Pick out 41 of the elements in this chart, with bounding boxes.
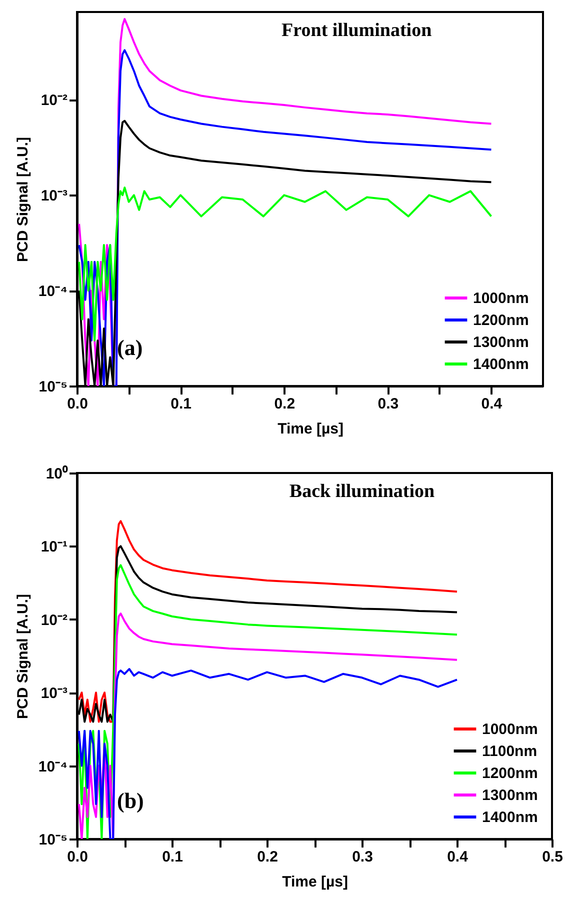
x-tick-label: 0.5 <box>542 848 563 866</box>
x-tick-label: 0.4 <box>481 396 503 412</box>
y-tick-label: 10⁻³ <box>40 685 68 702</box>
legend-label: 1100nm <box>482 743 538 760</box>
y-axis-title: PCD Signal [A.U.] <box>14 136 32 262</box>
legend-label: 1400nm <box>482 809 538 826</box>
y-tick-label: 10⁻⁵ <box>38 378 68 396</box>
legend-label: 1300nm <box>482 787 538 804</box>
x-tick-label: 0.4 <box>447 848 469 866</box>
legend-label: 1300nm <box>473 334 529 351</box>
y-tick-label: 10⁻² <box>40 612 68 629</box>
x-tick-label: 0.0 <box>67 848 88 866</box>
legend-label: 1000nm <box>473 290 529 307</box>
legend-label: 1000nm <box>482 721 538 738</box>
annotation: Back illumination <box>289 481 436 502</box>
x-tick-label: 0.3 <box>352 848 373 866</box>
legend-label: 1400nm <box>473 356 529 373</box>
x-tick-label: 0.1 <box>162 848 183 866</box>
y-tick-label: 10⁻⁵ <box>38 832 68 848</box>
x-tick-label: 0.2 <box>257 848 278 866</box>
y-tick-label: 10⁰ <box>46 464 68 482</box>
line-series <box>78 612 458 839</box>
legend-label: 1200nm <box>482 765 538 782</box>
annotation: Front illumination <box>282 20 432 41</box>
x-tick-label: 0.0 <box>67 396 88 412</box>
y-tick-label: 10⁻¹ <box>40 538 68 556</box>
legend-label: 1200nm <box>473 312 529 329</box>
y-tick-label: 10⁻³ <box>40 188 68 205</box>
x-axis-title: Time [µs] <box>282 874 348 890</box>
annotation: (b) <box>117 788 144 813</box>
x-tick-label: 0.1 <box>170 396 192 412</box>
y-tick-label: 10⁻⁴ <box>38 758 68 776</box>
annotation: (a) <box>117 335 143 360</box>
x-axis-title: Time [µs] <box>278 420 344 438</box>
line-series <box>78 668 458 839</box>
y-tick-label: 10⁻⁴ <box>38 283 68 300</box>
x-tick-label: 0.3 <box>378 396 399 412</box>
y-axis-title: PCD Signal [A.U.] <box>14 594 32 720</box>
x-tick-label: 0.2 <box>274 396 296 412</box>
line-series <box>78 564 458 839</box>
y-tick-label: 10⁻² <box>40 92 68 110</box>
